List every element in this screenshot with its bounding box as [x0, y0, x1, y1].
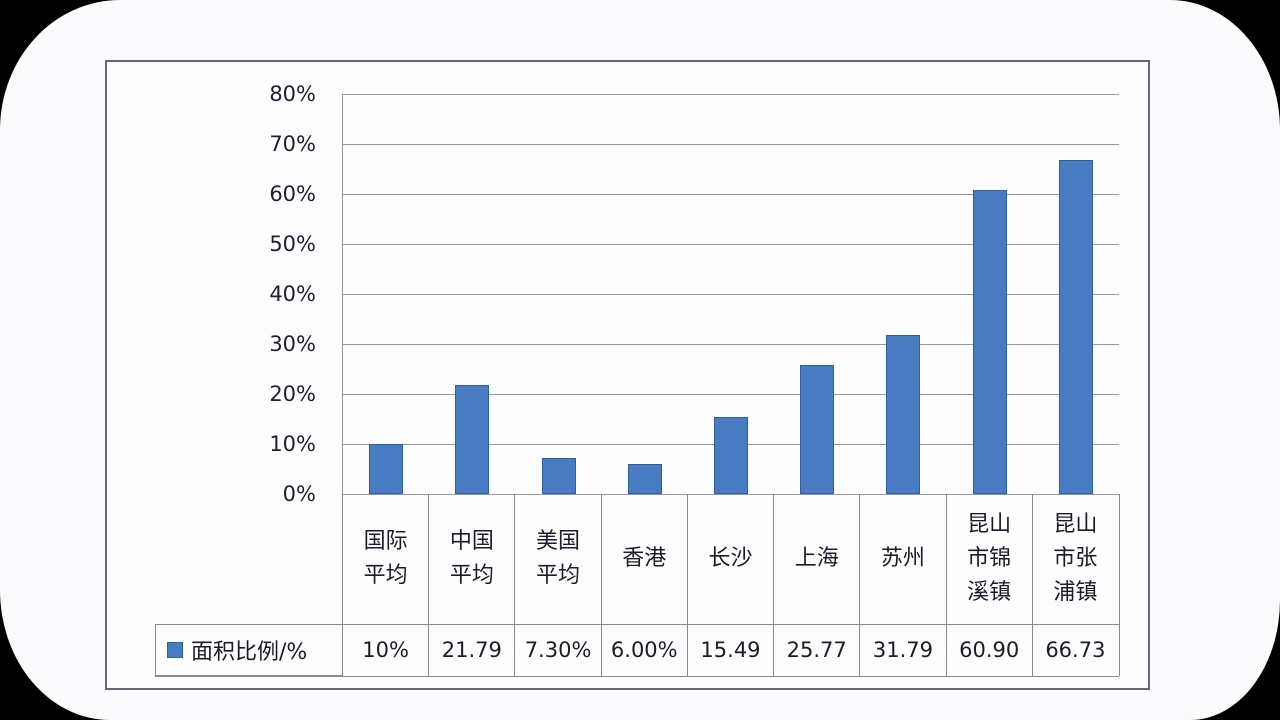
value-cell: 66.73 [1031, 624, 1118, 676]
bar [1058, 160, 1093, 494]
table-right-border [1119, 494, 1120, 676]
table-rule [155, 676, 1119, 677]
bar [800, 365, 835, 494]
legend: 面积比例/% [155, 624, 342, 676]
value-cell: 15.49 [686, 624, 773, 676]
category-label: 长沙 [686, 494, 773, 624]
legend-swatch-icon [167, 642, 183, 658]
bar [455, 385, 490, 494]
value-cell: 10% [342, 624, 428, 676]
category-label: 美国 平均 [514, 494, 600, 624]
gridline [343, 144, 1119, 145]
category-label: 昆山 市锦 溪镇 [945, 494, 1032, 624]
y-tick-label: 40% [269, 282, 316, 306]
category-label: 香港 [600, 494, 687, 624]
category-label: 国际 平均 [342, 494, 428, 624]
gridline [343, 294, 1119, 295]
value-cell: 31.79 [859, 624, 945, 676]
y-tick-label: 20% [269, 382, 316, 406]
bar [369, 444, 404, 494]
category-label: 苏州 [859, 494, 945, 624]
value-cell: 6.00% [600, 624, 687, 676]
bar [627, 464, 662, 494]
value-cell: 60.90 [945, 624, 1032, 676]
category-label: 中国 平均 [428, 494, 514, 624]
gridline [343, 394, 1119, 395]
bar [886, 335, 921, 494]
value-cell: 21.79 [428, 624, 514, 676]
category-label: 昆山 市张 浦镇 [1031, 494, 1118, 624]
y-tick-label: 0% [282, 482, 316, 506]
bar [541, 457, 576, 494]
value-cell: 25.77 [773, 624, 859, 676]
bar [972, 189, 1007, 494]
y-tick-label: 70% [269, 132, 316, 156]
gridline [343, 494, 1119, 495]
gridline [343, 94, 1119, 95]
gridline [343, 244, 1119, 245]
bar [714, 416, 748, 494]
y-tick-label: 60% [269, 182, 316, 206]
gridline [343, 344, 1119, 345]
y-tick-label: 10% [269, 432, 316, 456]
table-rule [155, 624, 1119, 625]
legend-label: 面积比例/% [191, 640, 308, 665]
value-cell: 7.30% [514, 624, 600, 676]
y-axis-line [342, 94, 343, 494]
y-tick-label: 80% [269, 82, 316, 106]
category-label: 上海 [773, 494, 859, 624]
gridline [343, 194, 1119, 195]
y-tick-label: 50% [269, 232, 316, 256]
y-tick-label: 30% [269, 332, 316, 356]
